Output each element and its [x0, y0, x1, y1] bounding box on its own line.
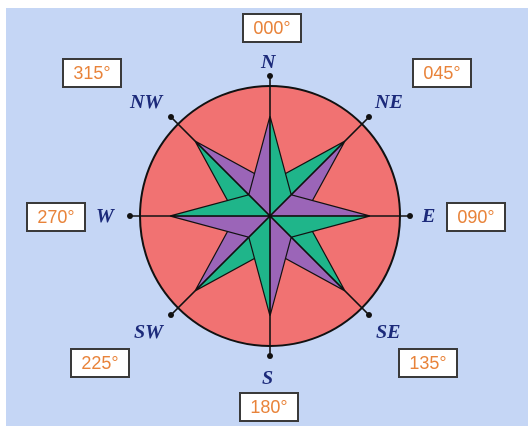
label-north: N [261, 51, 276, 73]
axis-end-dot-w [127, 213, 133, 219]
axis-line-se [170, 116, 370, 316]
axis-end-dot-se [365, 311, 372, 318]
axis-end-dot-sw [168, 311, 175, 318]
bearing-east: 090° [446, 202, 506, 232]
bearing-southeast: 135° [398, 348, 458, 378]
bearing-southwest: 225° [70, 348, 130, 378]
label-west: W [96, 205, 114, 227]
bearing-northwest: 315° [62, 58, 122, 88]
axis-end-dot-e [407, 213, 413, 219]
axis-end-dot-nw [168, 114, 175, 121]
bearing-west: 270° [26, 202, 86, 232]
axis-end-dot-ne [365, 114, 372, 121]
axis-end-dot-n [267, 73, 273, 79]
label-northwest: NW [130, 91, 163, 113]
label-southwest: SW [134, 321, 163, 343]
bearing-northeast: 045° [412, 58, 472, 88]
label-southeast: SE [376, 321, 401, 343]
label-south: S [262, 367, 274, 389]
label-northeast: NE [375, 91, 403, 113]
axis-end-dot-s [267, 353, 273, 359]
bearing-north: 000° [242, 13, 302, 43]
compass-axes [127, 73, 413, 359]
bearing-south: 180° [239, 392, 299, 422]
diagram-background: N NE E SE S SW W NW 000° 045° 090° 135° … [6, 8, 528, 426]
label-east: E [422, 205, 436, 227]
